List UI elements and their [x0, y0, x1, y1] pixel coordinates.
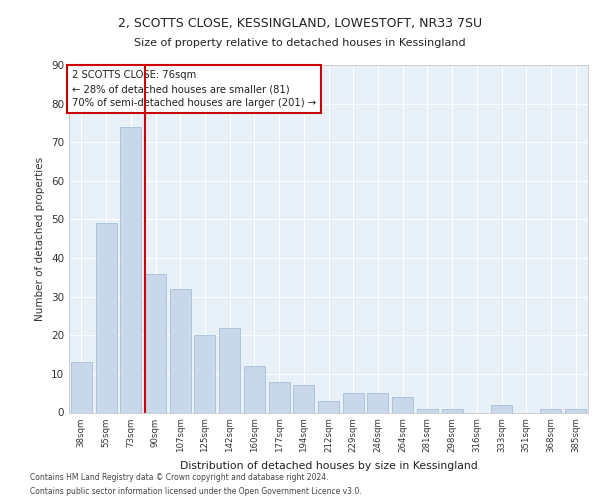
- Bar: [120, 127, 141, 412]
- Bar: [367, 393, 388, 412]
- Bar: [392, 397, 413, 412]
- Bar: [244, 366, 265, 412]
- Bar: [219, 328, 240, 412]
- Bar: [71, 362, 92, 412]
- Bar: [293, 386, 314, 412]
- Bar: [318, 401, 339, 412]
- Bar: [170, 289, 191, 412]
- Text: 2 SCOTTS CLOSE: 76sqm
← 28% of detached houses are smaller (81)
70% of semi-deta: 2 SCOTTS CLOSE: 76sqm ← 28% of detached …: [71, 70, 316, 108]
- Bar: [565, 408, 586, 412]
- Text: Contains public sector information licensed under the Open Government Licence v3: Contains public sector information licen…: [30, 488, 362, 496]
- Y-axis label: Number of detached properties: Number of detached properties: [35, 156, 46, 321]
- Bar: [541, 408, 562, 412]
- Text: 2, SCOTTS CLOSE, KESSINGLAND, LOWESTOFT, NR33 7SU: 2, SCOTTS CLOSE, KESSINGLAND, LOWESTOFT,…: [118, 18, 482, 30]
- Text: Contains HM Land Registry data © Crown copyright and database right 2024.: Contains HM Land Registry data © Crown c…: [30, 472, 329, 482]
- X-axis label: Distribution of detached houses by size in Kessingland: Distribution of detached houses by size …: [179, 460, 478, 470]
- Bar: [145, 274, 166, 412]
- Bar: [442, 408, 463, 412]
- Bar: [269, 382, 290, 412]
- Bar: [343, 393, 364, 412]
- Bar: [491, 405, 512, 412]
- Bar: [194, 336, 215, 412]
- Text: Size of property relative to detached houses in Kessingland: Size of property relative to detached ho…: [134, 38, 466, 48]
- Bar: [417, 408, 438, 412]
- Bar: [95, 224, 116, 412]
